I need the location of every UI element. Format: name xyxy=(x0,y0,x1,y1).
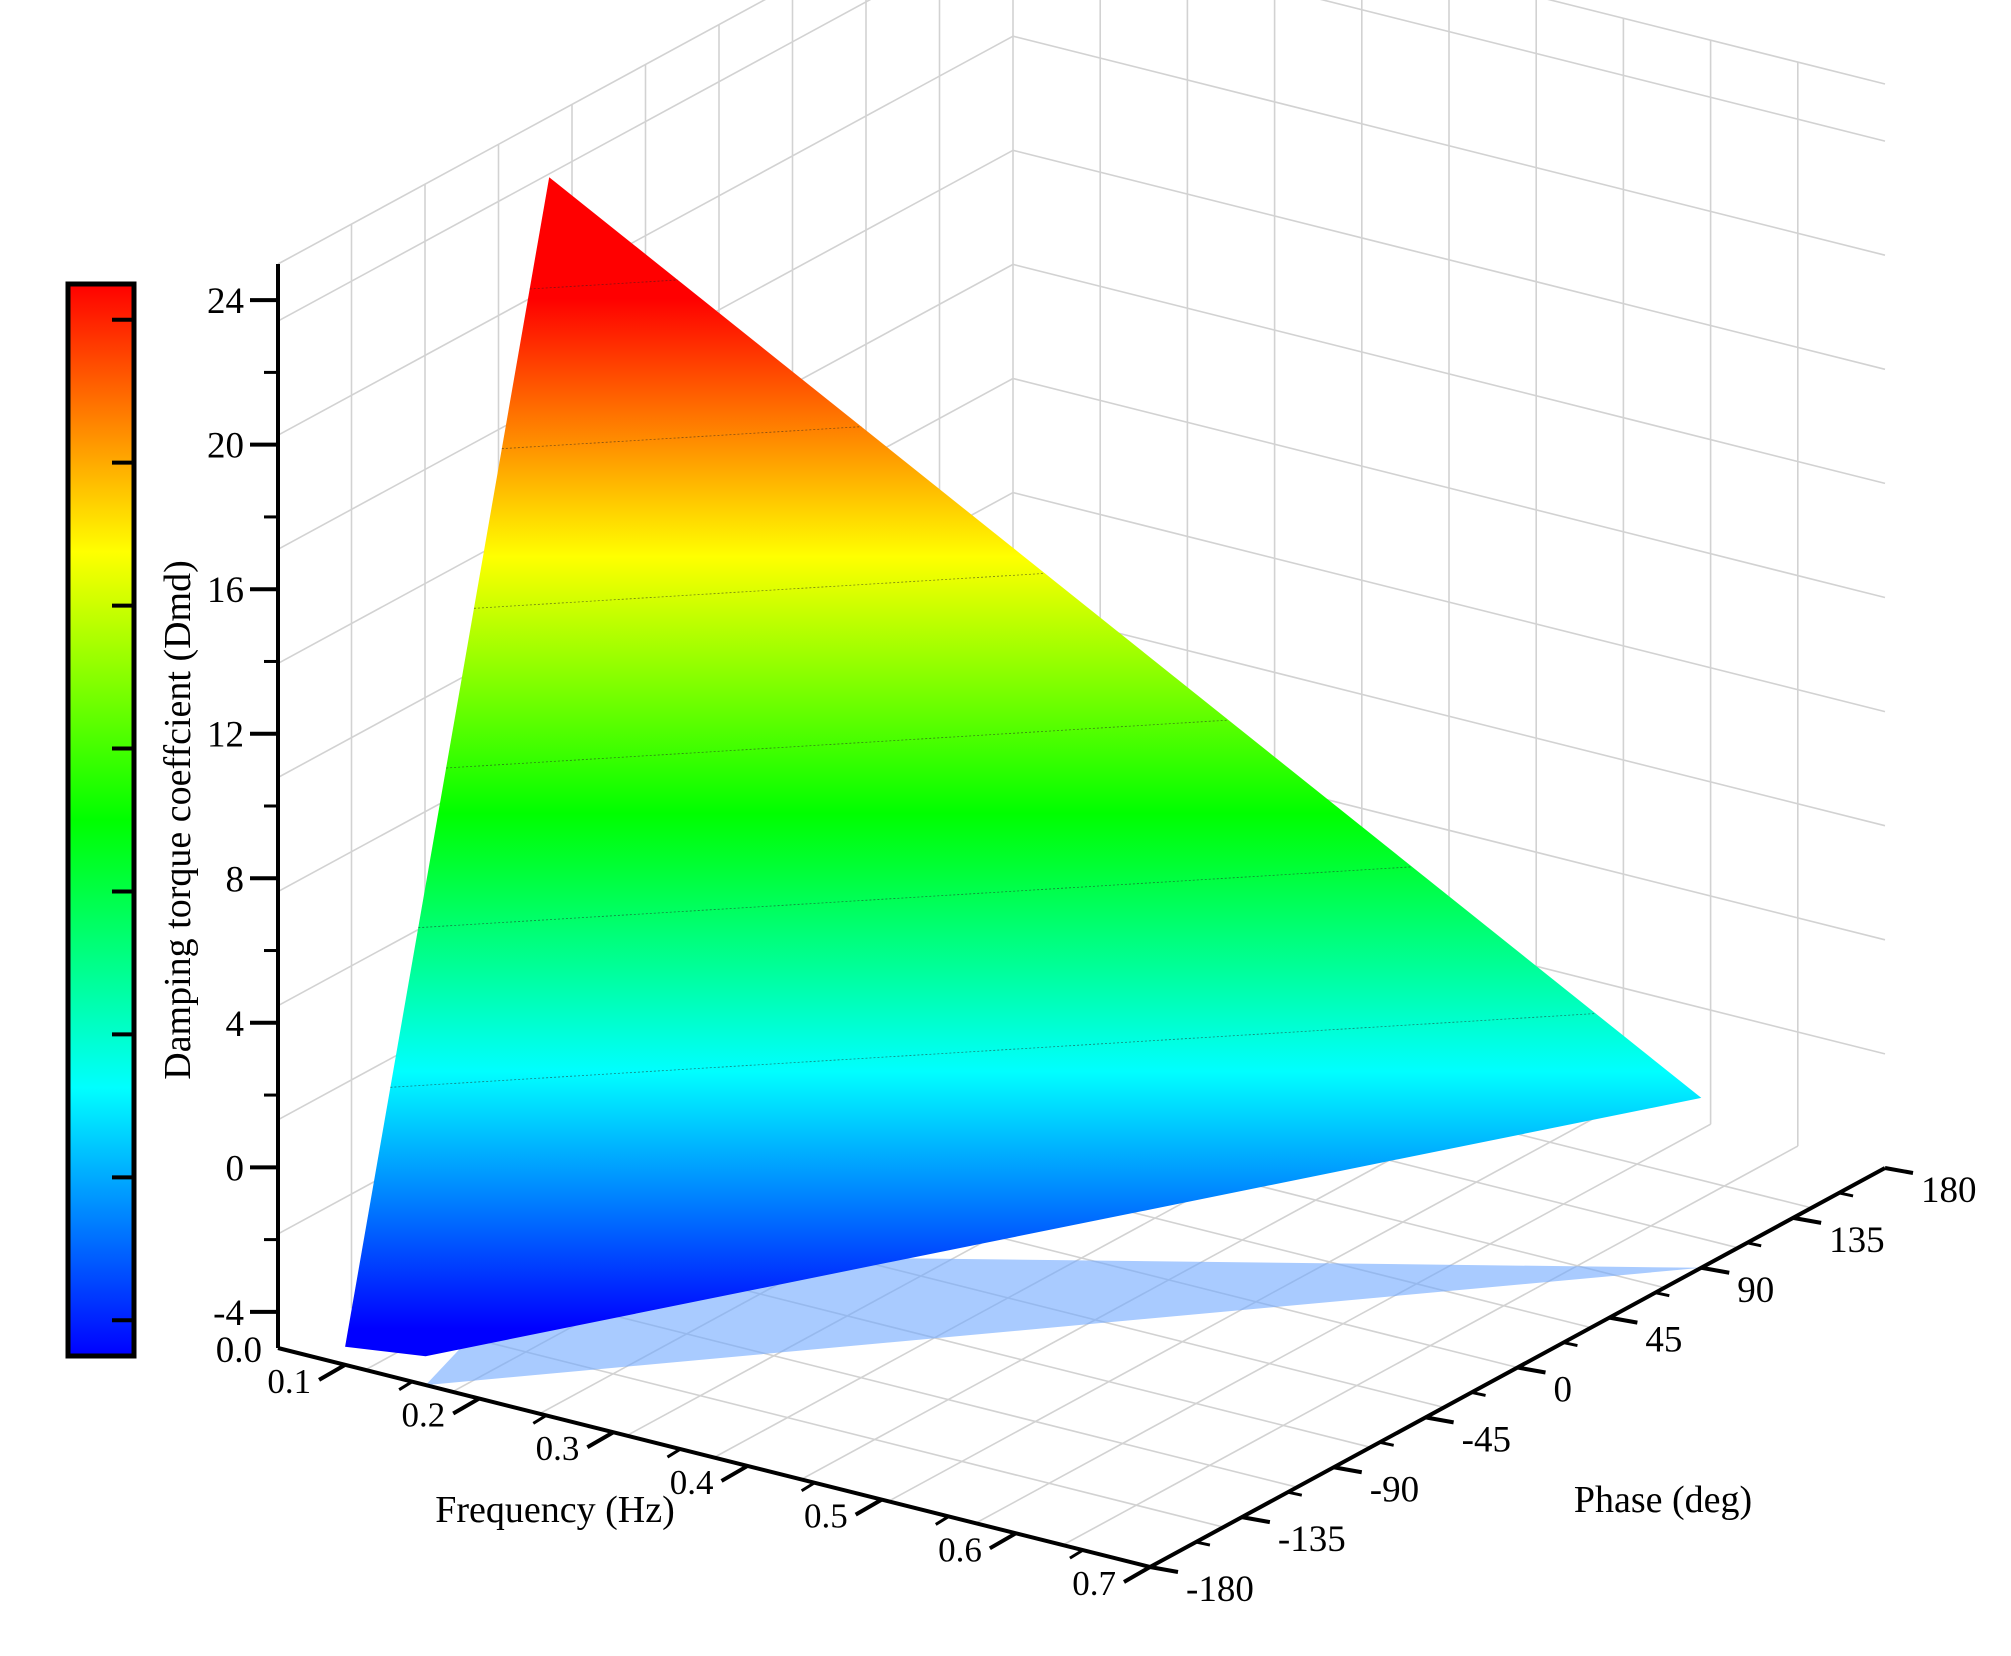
x-axis-line xyxy=(277,1346,1151,1569)
x-tick-label: 0.1 xyxy=(267,1362,311,1401)
y-tick-mark xyxy=(1425,1415,1454,1425)
y-tick-label: 90 xyxy=(1737,1270,1774,1311)
z-tick-label: 0 xyxy=(226,1148,245,1189)
x-minor-tick xyxy=(666,1447,682,1459)
surface-sheet xyxy=(345,177,1702,1357)
x-tick-label: 0.6 xyxy=(938,1530,982,1569)
colorbar-title: Damping torque coeffcient (Dmd) xyxy=(157,560,199,1080)
surface-contour xyxy=(390,1013,1596,1088)
y-tick-mark xyxy=(1792,1215,1822,1225)
y-tick-label: -135 xyxy=(1278,1519,1346,1560)
z-tick-label: 24 xyxy=(207,281,244,322)
z-tick-label: 16 xyxy=(207,570,244,611)
surface xyxy=(345,177,1702,1357)
x-minor-tick xyxy=(398,1380,413,1391)
grid-line xyxy=(975,1123,1711,1524)
x-tick-mark xyxy=(1123,1565,1151,1584)
y-tick-label: 0 xyxy=(1554,1370,1573,1411)
y-tick-mark xyxy=(1241,1515,1271,1525)
y-tick-label: -180 xyxy=(1186,1569,1254,1610)
surface-contour xyxy=(529,279,678,290)
x-tick-mark xyxy=(720,1464,749,1483)
y-minor-tick xyxy=(1746,1241,1762,1248)
z-tick-label: 12 xyxy=(207,715,244,756)
z-floor-tick-label: 0.0 xyxy=(216,1330,262,1371)
z-tick-label: -4 xyxy=(213,1293,244,1334)
x-tick-label: 0.4 xyxy=(670,1463,714,1502)
x-tick-label: 0.7 xyxy=(1072,1564,1116,1603)
grid-line xyxy=(1062,1145,1799,1546)
y-minor-tick xyxy=(1471,1390,1486,1397)
surface-contour xyxy=(501,426,862,450)
y-tick-label: 45 xyxy=(1645,1320,1682,1361)
x-minor-tick xyxy=(934,1515,950,1526)
y-tick-label: 135 xyxy=(1829,1220,1885,1261)
z-tick-label: 4 xyxy=(226,1004,245,1045)
x-axis-ticks: 0.1 0.2 0.3 0.4 0.5 0.6 0.7 xyxy=(267,1362,1151,1603)
y-minor-tick xyxy=(1195,1540,1211,1547)
surface-contour xyxy=(446,719,1229,769)
x-tick-label: 0.5 xyxy=(804,1497,848,1536)
y-tick-label: -90 xyxy=(1370,1469,1419,1510)
x-minor-tick xyxy=(800,1481,816,1493)
x-tick-label: 0.3 xyxy=(536,1429,580,1468)
colorbar-ticks xyxy=(112,317,134,1323)
z-axis-ticks: -4 0 4 8 12 16 20 24 xyxy=(207,281,278,1334)
y-tick-mark xyxy=(1884,1166,1914,1175)
x-minor-tick xyxy=(532,1414,548,1425)
grid-line xyxy=(277,0,1886,265)
y-tick-mark xyxy=(1700,1265,1730,1275)
y-minor-tick xyxy=(1287,1490,1303,1497)
grid-line xyxy=(277,0,1886,322)
colorbar-rect xyxy=(65,281,137,1359)
y-minor-tick xyxy=(1379,1440,1395,1447)
y-tick-label: -45 xyxy=(1462,1419,1511,1460)
y-minor-tick xyxy=(1838,1191,1854,1198)
y-minor-tick xyxy=(1563,1341,1578,1348)
x-tick-label: 0.2 xyxy=(401,1396,445,1435)
x-tick-mark xyxy=(854,1497,883,1517)
z-tick-label: 20 xyxy=(207,426,244,467)
y-tick-mark xyxy=(1149,1565,1179,1574)
y-tick-mark xyxy=(1333,1465,1363,1475)
x-tick-mark xyxy=(988,1531,1017,1551)
x-tick-mark xyxy=(318,1363,347,1382)
surface-contour xyxy=(473,572,1045,609)
z-tick-label: 8 xyxy=(226,859,245,900)
x-tick-mark xyxy=(452,1396,481,1416)
x-minor-tick xyxy=(1069,1548,1084,1560)
y-tick-label: 180 xyxy=(1921,1170,1977,1211)
y-tick-mark xyxy=(1517,1365,1546,1375)
y-tick-mark xyxy=(1609,1315,1638,1325)
x-axis-title: Frequency (Hz) xyxy=(435,1489,675,1531)
surface-contour xyxy=(418,866,1413,929)
y-axis-ticks: -180 -135 -90 -45 0 45 90 135 180 xyxy=(1149,1166,1977,1610)
y-minor-tick xyxy=(1654,1291,1670,1298)
y-axis-title: Phase (deg) xyxy=(1574,1479,1752,1521)
colorbar xyxy=(65,281,137,1359)
x-tick-mark xyxy=(586,1430,615,1449)
